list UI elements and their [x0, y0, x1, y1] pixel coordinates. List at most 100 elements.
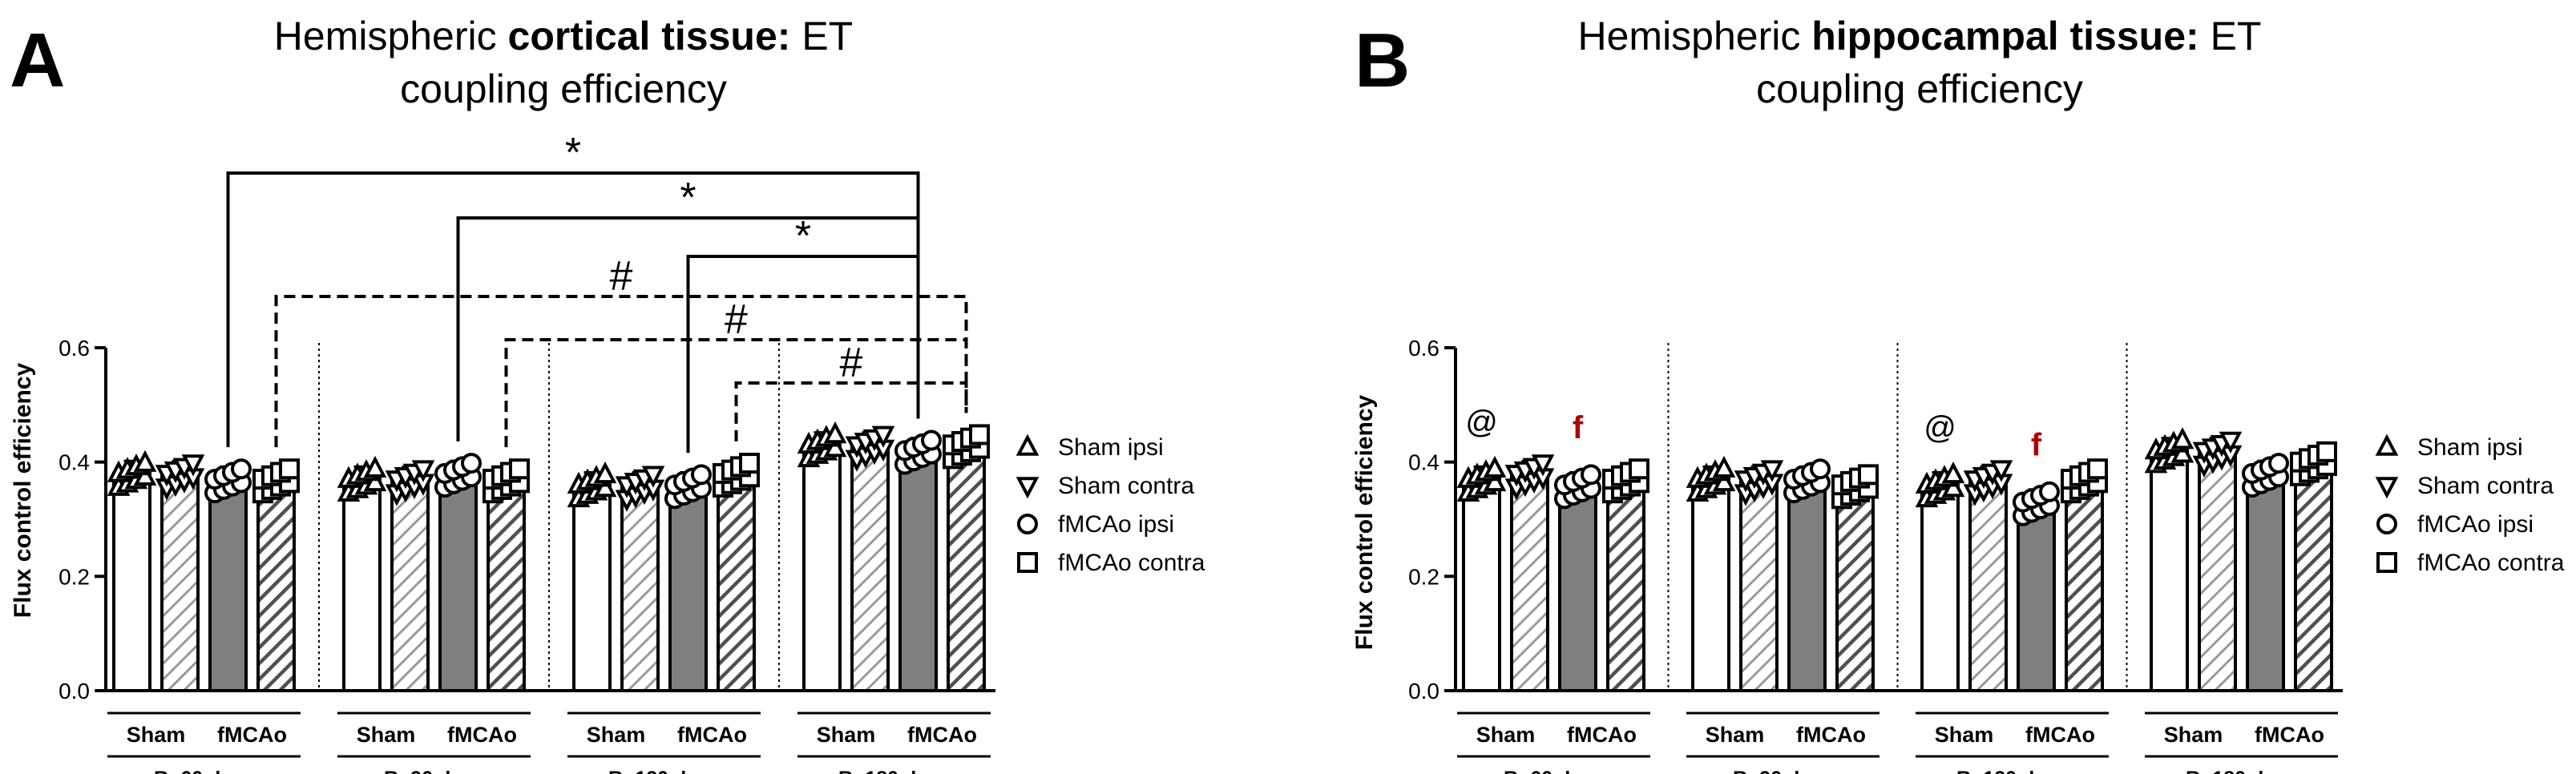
panel-a-plot: 0.0 0.2 0.4 0.6 Sham fMCAo R: 60 days Sham fMCAo… — [59, 336, 995, 774]
data-point — [1941, 461, 1965, 484]
panel-b-plot: 0.0 0.2 0.4 0.6 Sham fMCAo R: 60 days Sham fMCAo… — [1408, 336, 2343, 774]
legend-marker — [1015, 477, 1040, 499]
group-label: R: 60 days — [1504, 768, 1604, 774]
data-point — [279, 458, 300, 480]
group-label: R: 180 days — [838, 768, 950, 774]
legend-label: fMCAo contra — [2417, 550, 2565, 576]
legend-label: fMCAo contra — [1058, 550, 1205, 576]
significance-symbol: * — [680, 175, 696, 221]
data-point — [691, 464, 712, 486]
legend-marker — [1015, 433, 1040, 456]
bar — [802, 443, 842, 692]
legend-marker — [1017, 514, 1038, 534]
y-tick-label: 0.4 — [1408, 450, 1439, 475]
y-tick-label: 0.4 — [59, 450, 90, 475]
legend-label: Sham contra — [1058, 473, 1194, 499]
data-point — [1712, 469, 1736, 492]
data-point — [2268, 453, 2289, 474]
panel-b-title-line2: coupling efficiency — [1756, 67, 2083, 111]
data-point — [739, 453, 760, 474]
panel-b-letter: B — [1355, 18, 1410, 103]
y-tick-label: 0.0 — [1408, 679, 1439, 703]
fmcao-label: fMCAo — [907, 723, 977, 747]
bar — [390, 478, 430, 692]
bar — [2294, 460, 2333, 693]
group-label: R: 120 days — [1956, 768, 2068, 774]
data-point — [181, 454, 205, 477]
significance-bracket — [274, 295, 968, 448]
bar — [112, 471, 151, 693]
fmcao-label: fMCAo — [2255, 723, 2324, 747]
bar — [850, 443, 890, 692]
group-label: R: 90 days — [384, 768, 484, 774]
panel-b-title-line1: Hemispheric hippocampal tissue: ET — [1578, 14, 2262, 58]
panel-a-significance: * * * # # # — [226, 130, 968, 454]
data-point — [1712, 455, 1736, 478]
data-point — [461, 453, 482, 474]
panel-a-letter: A — [10, 18, 65, 103]
significance-symbol: # — [840, 340, 863, 386]
bar — [487, 478, 526, 692]
legend-label: Sham ipsi — [1058, 434, 1164, 461]
bar — [1968, 478, 2008, 692]
bar — [208, 478, 248, 692]
significance-bracket — [686, 255, 920, 454]
sham-label: Sham — [357, 723, 416, 747]
data-point — [1483, 455, 1507, 478]
data-point — [593, 461, 617, 484]
significance-symbol: * — [565, 130, 581, 176]
data-point — [1760, 460, 1784, 482]
bar — [1462, 478, 1501, 692]
y-tick-label: 0.0 — [59, 679, 90, 703]
data-point — [1629, 458, 1649, 480]
legend-marker — [2376, 552, 2397, 573]
legend-marker — [2375, 477, 2399, 499]
panel-a-title-line2: coupling efficiency — [400, 67, 727, 111]
legend-label: fMCAo ipsi — [2417, 511, 2534, 538]
significance-symbol: # — [725, 296, 748, 343]
sham-label: Sham — [1935, 723, 1994, 747]
panel-b-annotations: @ f @ f — [1465, 405, 2042, 463]
panel-a: A Hemispheric cortical tissue: ET coupli… — [10, 14, 1205, 774]
data-point — [823, 421, 847, 444]
bar — [438, 471, 478, 693]
panel-a-legend: Sham ipsi Sham contra fMCAo ipsi fMCAo cont… — [1015, 433, 1205, 576]
data-point — [1858, 464, 1879, 486]
panel-b-legend: Sham ipsi Sham contra fMCAo ipsi fMCAo cont… — [2375, 433, 2565, 576]
sham-label: Sham — [1706, 723, 1765, 747]
data-point — [921, 429, 942, 451]
sham-label: Sham — [817, 723, 876, 747]
bar — [2017, 500, 2056, 692]
panel-b-y-axis-label: Flux control efficiency — [1351, 394, 1378, 650]
group-label: R: 60 days — [154, 768, 254, 774]
bar — [2246, 471, 2285, 693]
data-point — [363, 455, 387, 478]
y-tick-label: 0.6 — [1408, 336, 1439, 361]
data-point — [133, 463, 157, 486]
bar — [1739, 478, 1779, 692]
y-tick-label: 0.6 — [59, 336, 90, 361]
data-point — [593, 475, 617, 498]
data-point — [871, 425, 895, 448]
sham-label: Sham — [127, 723, 186, 747]
group-label: R: 120 days — [608, 768, 720, 774]
data-point — [641, 466, 665, 488]
data-point — [363, 469, 387, 492]
data-point — [2087, 458, 2108, 480]
bar — [2065, 478, 2104, 692]
bar — [1691, 478, 1730, 692]
bar — [668, 483, 708, 692]
bar — [2198, 449, 2237, 693]
data-point — [1531, 454, 1555, 477]
panel-b: B Hemispheric hippocampal tissue: ET cou… — [1351, 14, 2565, 774]
legend-marker — [2376, 514, 2397, 534]
bar — [1835, 483, 1875, 692]
panel-a-title-line1: Hemispheric cortical tissue: ET — [274, 14, 853, 58]
significance-bracket — [504, 338, 968, 448]
sham-label: Sham — [2164, 723, 2223, 747]
data-point — [133, 449, 157, 472]
y-tick-label: 0.2 — [1408, 564, 1439, 589]
data-point — [1989, 460, 2013, 482]
legend-label: Sham ipsi — [2417, 434, 2523, 461]
